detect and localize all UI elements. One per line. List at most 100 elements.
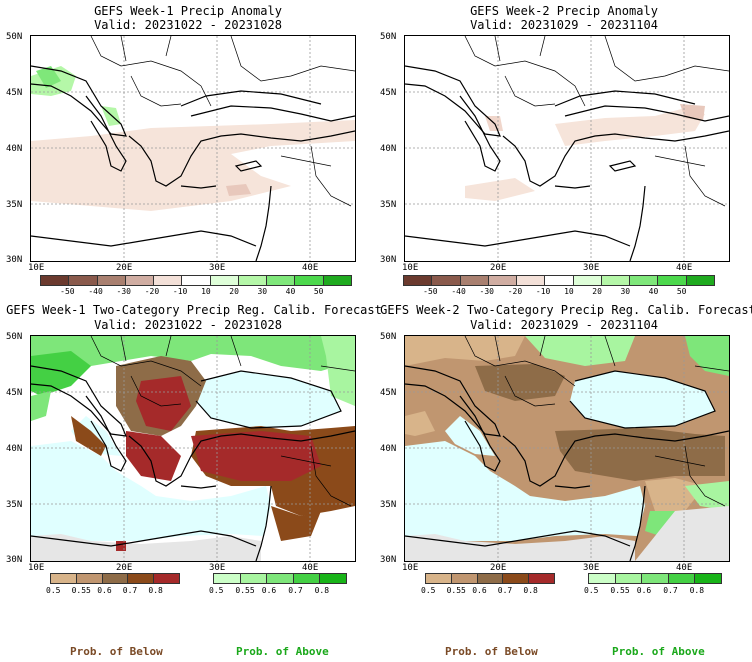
p1-lon-40: 40E — [302, 263, 319, 273]
anom1-label-6: 20 — [229, 287, 239, 296]
p4-lat-35: 35N — [380, 500, 397, 510]
anom1-swatch-7 — [238, 276, 268, 285]
p1-lat-30: 30N — [6, 255, 23, 265]
panel4-map — [404, 335, 730, 562]
p2-lon-20: 20E — [490, 263, 507, 273]
panel3-map — [30, 335, 356, 562]
p2-lat-40: 40N — [380, 144, 397, 154]
panel1-colorbar — [40, 275, 352, 286]
p4-lat-50: 50N — [380, 332, 397, 342]
above1-label-0: 0.5 — [209, 586, 224, 595]
panel1-valid: Valid: 20231022 - 20231028 — [94, 18, 282, 32]
panel3-above-colorbar — [213, 573, 347, 584]
below1-label-2: 0.6 — [97, 586, 112, 595]
anom1-label-4: -10 — [172, 287, 188, 296]
p3-lon-10: 10E — [28, 563, 45, 573]
panel4-title: GEFS Week-2 Two-Category Precip Reg. Cal… — [380, 303, 752, 317]
below1-swatch-4 — [154, 574, 179, 583]
anom1-label-8: 40 — [285, 287, 296, 296]
p4-lon-10: 10E — [402, 563, 419, 573]
anom1-swatch-9 — [295, 276, 324, 285]
anom1-label-9: 50 — [313, 287, 324, 296]
p3-lon-20: 20E — [116, 563, 133, 573]
panel2-valid: Valid: 20231029 - 20231104 — [470, 18, 658, 32]
anom2-swatch-1 — [432, 276, 461, 285]
above1-swatch-1 — [240, 574, 268, 583]
above1-swatch-4 — [320, 574, 346, 583]
below2-label-3: 0.7 — [497, 586, 513, 595]
anom1-swatch-4 — [154, 276, 183, 285]
panel1-title: GEFS Week-1 Precip Anomaly — [94, 4, 282, 18]
panel2-map — [404, 35, 730, 262]
anom1-swatch-10 — [323, 276, 351, 285]
p4-lon-30: 30E — [583, 563, 600, 573]
anom2-label-1: -40 — [451, 287, 466, 296]
anom2-label-4: -10 — [535, 287, 551, 296]
anom2-label-7: 30 — [620, 287, 631, 296]
panel3-title: GEFS Week-1 Two-Category Precip Reg. Cal… — [6, 303, 382, 317]
above1-label-4: 0.8 — [314, 586, 330, 595]
anom2-swatch-2 — [460, 276, 489, 285]
anom2-swatch-0 — [404, 276, 433, 285]
above2-label-0: 0.5 — [584, 586, 599, 595]
anom2-swatch-8 — [630, 276, 659, 285]
anom1-label-0: -50 — [60, 287, 75, 296]
p3-lat-30: 30N — [6, 555, 23, 565]
p1-lon-30: 30E — [209, 263, 226, 273]
anom1-label-7: 30 — [257, 287, 268, 296]
p1-lat-40: 40N — [6, 144, 23, 154]
p2-lat-45: 45N — [380, 88, 397, 98]
anom2-swatch-5 — [545, 276, 574, 285]
below1-swatch-2 — [102, 574, 129, 583]
p1-lat-45: 45N — [6, 88, 23, 98]
p2-lat-30: 30N — [380, 255, 397, 265]
anom1-swatch-3 — [125, 276, 155, 285]
p2-lat-35: 35N — [380, 200, 397, 210]
anom2-label-9: 50 — [676, 287, 687, 296]
footer-above-left: Prob. of Above — [236, 645, 329, 658]
below2-swatch-3 — [503, 574, 530, 583]
p4-lat-30: 30N — [380, 555, 397, 565]
panel3-below-colorbar — [50, 573, 180, 584]
anom2-label-6: 20 — [592, 287, 602, 296]
anom2-swatch-10 — [686, 276, 714, 285]
p3-lat-40: 40N — [6, 444, 23, 454]
anom2-swatch-9 — [658, 276, 687, 285]
above2-swatch-0 — [589, 574, 616, 583]
panel2-title: GEFS Week-2 Precip Anomaly — [470, 4, 658, 18]
p2-lon-40: 40E — [676, 263, 693, 273]
above1-swatch-2 — [267, 574, 294, 583]
anom2-label-8: 40 — [648, 287, 659, 296]
above1-label-2: 0.6 — [261, 586, 277, 595]
anom2-label-0: -50 — [423, 287, 438, 296]
panel1-map — [30, 35, 356, 262]
above1-label-1: 0.55 — [235, 586, 255, 595]
anom1-label-2: -30 — [116, 287, 131, 296]
anom2-swatch-7 — [601, 276, 631, 285]
below2-swatch-1 — [451, 574, 478, 583]
below2-swatch-2 — [477, 574, 504, 583]
anom2-label-2: -30 — [479, 287, 494, 296]
p1-lat-50: 50N — [6, 32, 23, 42]
p2-lon-30: 30E — [583, 263, 600, 273]
below1-label-4: 0.8 — [148, 586, 163, 595]
panel3-valid: Valid: 20231022 - 20231028 — [94, 318, 282, 332]
footer-below-left: Prob. of Below — [70, 645, 163, 658]
above1-swatch-3 — [293, 574, 321, 583]
anom1-swatch-5 — [182, 276, 211, 285]
below1-label-0: 0.5 — [46, 586, 61, 595]
above2-label-4: 0.8 — [689, 586, 705, 595]
p3-lat-50: 50N — [6, 332, 23, 342]
below2-label-0: 0.5 — [421, 586, 436, 595]
above2-swatch-2 — [642, 574, 669, 583]
footer-below-right: Prob. of Below — [445, 645, 538, 658]
panel4-below-colorbar — [425, 573, 555, 584]
panel2-colorbar — [403, 275, 715, 286]
anom1-label-1: -40 — [88, 287, 103, 296]
below2-label-4: 0.8 — [523, 586, 538, 595]
p4-lat-45: 45N — [380, 388, 397, 398]
anom2-swatch-6 — [573, 276, 602, 285]
above1-label-3: 0.7 — [288, 586, 303, 595]
anom1-label-3: -20 — [144, 287, 160, 296]
anom2-label-5: 10 — [564, 287, 574, 296]
